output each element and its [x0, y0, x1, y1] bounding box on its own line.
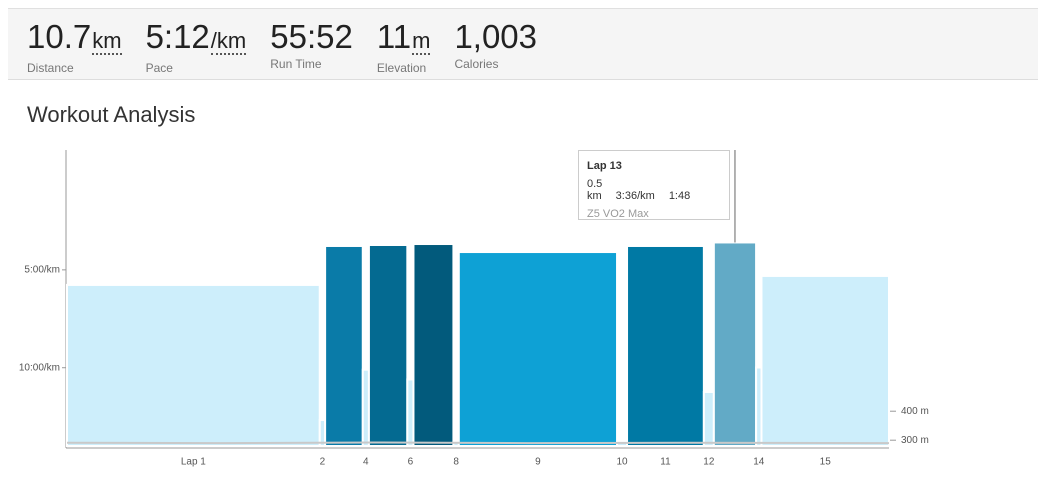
x-tick-label: 11: [660, 457, 671, 468]
stat-unit: km: [92, 28, 122, 55]
elevation-line: [66, 441, 890, 445]
stat: 5:12/km Pace: [146, 9, 247, 79]
stat-value: 1,003: [454, 18, 538, 55]
stat-value-line: 55:52: [270, 19, 353, 55]
x-tick-label: Lap 1: [181, 457, 206, 468]
section-title: Workout Analysis: [27, 102, 196, 127]
x-tick-label: 10: [616, 457, 628, 468]
lap-bar: [760, 274, 891, 447]
lap-bar: [712, 241, 758, 447]
tooltip: Lap 13 0.5 km 3:36/km 1:48 Z5 VO2 Max: [578, 150, 730, 220]
lap-bar: [626, 244, 705, 447]
y2-tick-label: 300 m: [901, 435, 929, 446]
y-tick-label: 10:00/km: [19, 362, 60, 373]
stat-value-line: 1,003: [454, 19, 537, 55]
lap-bar: [702, 390, 715, 447]
tooltip-time: 1:48: [668, 190, 691, 202]
y2-tick-label: 400 m: [901, 406, 929, 417]
x-tick-label: 15: [820, 457, 832, 468]
x-tick-label: 2: [320, 457, 326, 468]
lap-bar: [457, 251, 619, 447]
lap-bar: [66, 283, 321, 448]
stat-unit: m: [412, 28, 431, 55]
stat: 10.7km Distance: [27, 9, 122, 79]
stat-value-line: 10.7km: [27, 19, 122, 59]
x-tick-label: 12: [703, 457, 715, 468]
tooltip-distance: 0.5 km: [587, 178, 603, 202]
stat-value-line: 5:12/km: [146, 19, 247, 59]
stat: 55:52 Run Time: [270, 9, 353, 79]
x-tick-label: 14: [753, 457, 765, 468]
tooltip-title: Lap 13: [587, 160, 622, 172]
x-tick-label: 8: [453, 457, 459, 468]
stat: 1,003 Calories: [454, 9, 537, 79]
tooltip-row: 0.5 km 3:36/km 1:48: [587, 178, 721, 202]
x-tick-label: 4: [363, 457, 369, 468]
stat-label: Pace: [145, 61, 173, 75]
x-tick-label: 6: [408, 457, 414, 468]
stat-value: 5:12: [145, 18, 210, 55]
stat-value-line: 11m: [377, 19, 431, 59]
stats-bar: 10.7km Distance 5:12/km Pace 55:52 Run Time 11…: [8, 8, 1038, 80]
stat-label: Run Time: [270, 57, 322, 71]
stat-unit: /km: [210, 28, 247, 55]
stat-label: Calories: [454, 57, 499, 71]
lap-bar: [367, 244, 409, 447]
stat-label: Distance: [27, 61, 74, 75]
tooltip-pace: 3:36/km: [615, 190, 655, 202]
stat-label: Elevation: [376, 61, 427, 75]
lap-bar: [324, 244, 364, 447]
stat-value: 55:52: [270, 18, 353, 55]
stat-value: 11: [376, 18, 412, 55]
stat: 11m Elevation: [377, 9, 431, 79]
lap-bar: [412, 243, 455, 447]
y-tick-label: 5:00/km: [24, 264, 60, 275]
stat-value: 10.7: [27, 18, 92, 55]
x-tick-label: 9: [535, 457, 541, 468]
tooltip-zone: Z5 VO2 Max: [587, 208, 649, 220]
